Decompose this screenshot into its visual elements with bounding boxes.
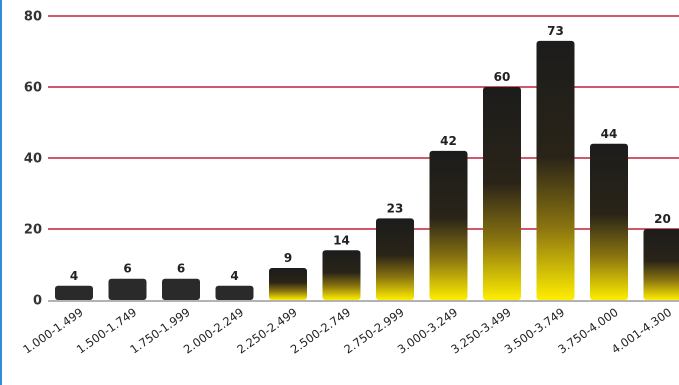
data-label: 14 <box>333 233 350 247</box>
data-label: 6 <box>123 262 131 276</box>
data-label: 60 <box>494 70 511 84</box>
data-label: 9 <box>284 251 292 265</box>
bars <box>55 40 679 300</box>
data-label: 42 <box>440 134 457 148</box>
bar-1.750-1.999 <box>162 278 200 300</box>
y-tick-label: 60 <box>24 81 42 96</box>
bar-1.000-1.499 <box>55 285 93 300</box>
data-label: 23 <box>387 201 404 215</box>
bar-1.500-1.749 <box>108 278 147 300</box>
bar-2.250-2.499 <box>269 268 307 300</box>
data-label: 44 <box>601 127 618 141</box>
bar-3.750-4.000 <box>590 143 628 300</box>
x-axis-ticks: 1.000-1.4991.500-1.7491.750-1.9992.000-2… <box>20 305 674 357</box>
bar-3.250-3.499 <box>483 87 521 300</box>
bar-3.000-3.249 <box>429 150 468 300</box>
bar-2.000-2.249 <box>215 285 254 300</box>
bar-2.750-2.999 <box>376 218 414 300</box>
y-tick-label: 40 <box>24 152 42 167</box>
bar-2.500-2.749 <box>322 250 361 300</box>
data-label: 20 <box>654 212 671 226</box>
data-label: 73 <box>547 24 564 38</box>
data-labels: 4 6 6 4 9 14 23 42 60 73 44 20 <box>70 24 671 283</box>
y-axis-ticks: 0 20 40 60 80 <box>24 10 42 309</box>
data-label: 4 <box>70 269 78 283</box>
y-tick-label: 0 <box>33 294 42 309</box>
left-edge-line <box>0 0 2 385</box>
bar-3.500-3.749 <box>536 40 575 300</box>
y-tick-label: 20 <box>24 223 42 238</box>
data-label: 4 <box>230 269 238 283</box>
gridlines <box>48 15 679 302</box>
x-tick-label: 4.001-4.300 <box>609 305 674 357</box>
bar-4.001-4.300 <box>643 229 679 300</box>
y-tick-label: 80 <box>24 10 42 25</box>
data-label: 6 <box>177 262 185 276</box>
